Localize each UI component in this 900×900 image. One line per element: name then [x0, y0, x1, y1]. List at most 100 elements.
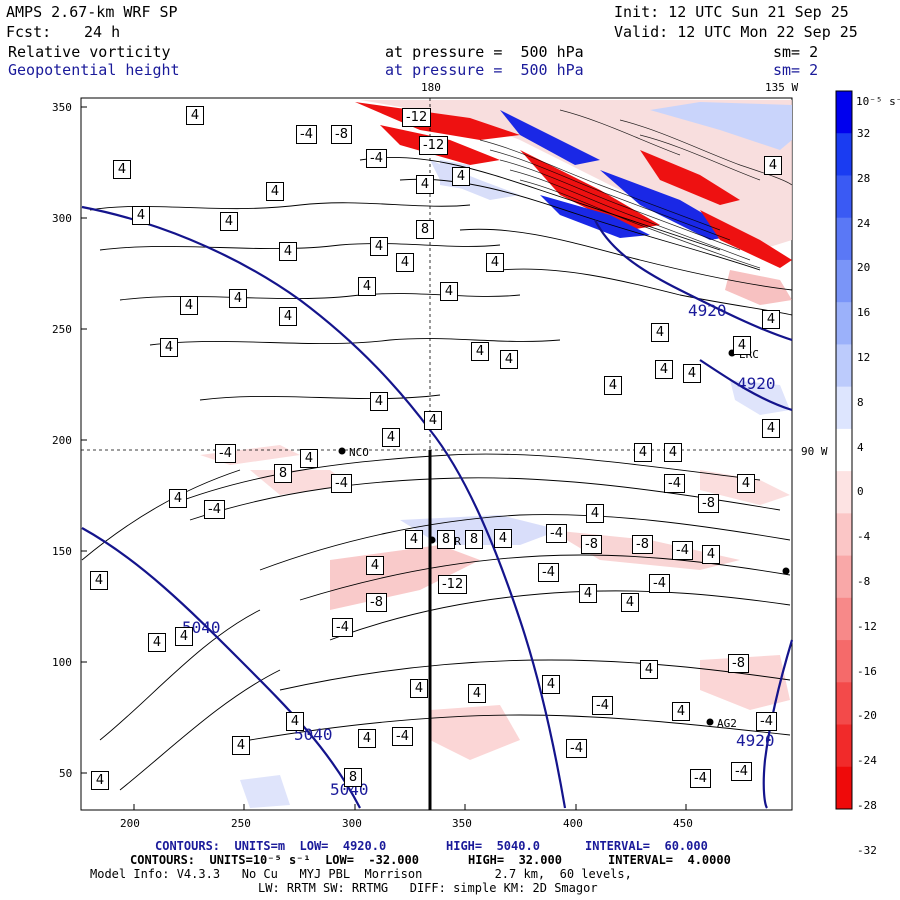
lon-label-90w: 90 W: [801, 445, 828, 458]
contour-label: 4: [186, 106, 204, 125]
contour-label: -12: [419, 136, 449, 155]
colorbar-tick: 20: [857, 261, 871, 275]
contour-label: 4: [621, 593, 639, 612]
colorbar-tick: -12: [857, 619, 877, 633]
vorticity-shading: [200, 100, 792, 808]
contour-label: 8: [416, 220, 434, 239]
contour-label: 4: [113, 160, 131, 179]
station-label-nco: NCO: [349, 446, 369, 459]
contour-label: -4: [331, 474, 352, 493]
contour-label: -4: [215, 444, 236, 463]
contour-label: -4: [332, 618, 353, 637]
contour-label: 4: [634, 443, 652, 462]
contour-label: 4: [286, 712, 304, 731]
contour-label: -8: [632, 535, 653, 554]
contour-label: 4: [762, 419, 780, 438]
x-tick: 250: [231, 817, 251, 830]
contour-label: 4: [737, 474, 755, 493]
colorbar-tick: 16: [857, 306, 871, 320]
station-edge: [782, 567, 790, 575]
colorbar-block: [836, 91, 852, 134]
contour-label: 4: [702, 545, 720, 564]
colorbar-block: [836, 344, 852, 388]
contour-label: 8: [437, 530, 455, 549]
contour-label: -4: [672, 541, 693, 560]
field2-smoothing: sm= 2: [773, 61, 819, 79]
y-tick: 300: [52, 212, 72, 225]
colorbar-tick: -20: [857, 709, 877, 723]
x-tick: 450: [673, 817, 693, 830]
footer-vort-contours: CONTOURS: UNITS=10⁻⁵ s⁻¹ LOW= -32.000: [130, 853, 419, 867]
contour-label: 4: [220, 212, 238, 231]
colorbar-block: [836, 428, 852, 472]
colorbar-unit: 10⁻⁵ s⁻¹: [856, 95, 900, 108]
station-nco: [338, 447, 346, 455]
contour-label: -8: [698, 494, 719, 513]
colorbar-block: [836, 724, 852, 768]
contour-label: 4: [370, 392, 388, 411]
colorbar-tick: -24: [857, 754, 877, 768]
forecast-hour: 24 h: [84, 23, 121, 41]
contour-label: 4: [410, 679, 428, 698]
x-tick: 350: [452, 817, 472, 830]
contour-label: 4: [604, 376, 622, 395]
contour-label: 4: [91, 771, 109, 790]
station-brr: [428, 536, 436, 544]
height-label: 4920: [737, 374, 776, 393]
colorbar-tick: 28: [857, 171, 871, 185]
forecast-label: Fcst:: [6, 23, 52, 41]
init-time: Init: 12 UTC Sun 21 Sep 25: [614, 3, 849, 21]
contour-label: 4: [382, 428, 400, 447]
colorbar-tick: -4: [857, 530, 871, 544]
model-title: AMPS 2.67-km WRF SP: [6, 3, 178, 21]
colorbar-block: [836, 682, 852, 726]
colorbar-block: [836, 766, 852, 810]
contour-label: 4: [160, 338, 178, 357]
x-tick: 200: [120, 817, 140, 830]
station-markers: [338, 349, 790, 726]
contour-label: 4: [279, 242, 297, 261]
field1-name: Relative vorticity: [8, 43, 171, 61]
contour-label: 4: [486, 253, 504, 272]
field1-level: at pressure = 500 hPa: [385, 43, 584, 61]
colorbar-tick: -16: [857, 664, 877, 678]
contour-label: 4: [651, 323, 669, 342]
colorbar-tick: 32: [857, 127, 871, 140]
contour-label: -4: [546, 524, 567, 543]
colorbar: [836, 91, 852, 810]
contour-label: 4: [366, 556, 384, 575]
contour-label: 4: [396, 253, 414, 272]
contour-label: 4: [266, 182, 284, 201]
colorbar-block: [836, 386, 852, 430]
colorbar-block: [836, 259, 852, 303]
contour-label: 4: [683, 364, 701, 383]
field2-name: Geopotential height: [8, 61, 180, 79]
footer-physics: LW: RRTM SW: RRTMG DIFF: simple KM: 2D S…: [258, 881, 598, 895]
contour-label: -8: [581, 535, 602, 554]
colorbar-tick: 12: [857, 351, 871, 364]
y-tick: 200: [52, 434, 72, 447]
contour-label: 4: [180, 296, 198, 315]
contour-label: -4: [690, 769, 711, 788]
contour-label: -4: [538, 563, 559, 582]
contour-label: -12: [402, 108, 432, 127]
contour-label: 4: [586, 504, 604, 523]
contour-label: 4: [655, 360, 673, 379]
footer-height-interval: INTERVAL= 60.000: [585, 839, 708, 853]
y-tick: 250: [52, 323, 72, 336]
contour-label: 4: [358, 277, 376, 296]
footer-model-info: Model Info: V4.3.3 No Cu MYJ PBL Morriso…: [90, 867, 632, 881]
contour-label: -4: [392, 727, 413, 746]
colorbar-block: [836, 175, 852, 219]
contour-label: 4: [640, 660, 658, 679]
contour-label: 4: [471, 342, 489, 361]
contour-label: 4: [300, 449, 318, 468]
field2-level: at pressure = 500 hPa: [385, 61, 584, 79]
contour-label: 4: [229, 289, 247, 308]
contour-label: 4: [452, 167, 470, 186]
contour-label: 4: [500, 350, 518, 369]
station-ag2: [706, 718, 714, 726]
y-tick: 350: [52, 101, 72, 114]
contour-label: 4: [175, 627, 193, 646]
